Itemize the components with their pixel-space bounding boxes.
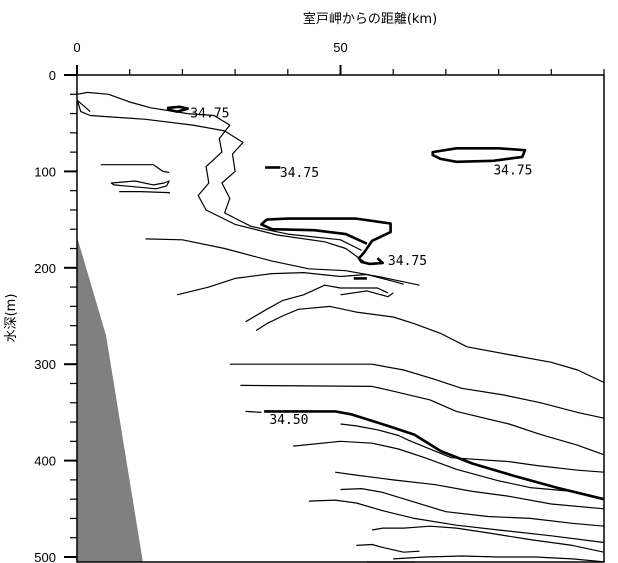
contour-line <box>76 98 362 251</box>
contour-line <box>245 284 389 323</box>
x-tick-label: 50 <box>333 40 347 55</box>
contour-line <box>240 384 605 456</box>
contour-line <box>308 499 605 544</box>
contour-label: 34.75 <box>190 106 229 121</box>
contour-line <box>119 191 170 194</box>
y-tick-label: 500 <box>34 550 56 563</box>
contour-line <box>100 164 170 173</box>
contour-line <box>176 272 404 296</box>
contour-label: 34.75 <box>280 166 319 181</box>
contour-line <box>393 555 605 563</box>
y-tick-label: 100 <box>34 164 56 179</box>
seabed-area <box>77 236 143 562</box>
contour-line <box>293 440 605 500</box>
x-tick-label: 0 <box>73 40 80 55</box>
contour-label: 34.50 <box>269 413 308 428</box>
contour-line-bold <box>260 217 392 266</box>
contour-line-bold <box>431 147 527 164</box>
contour-line <box>340 290 394 298</box>
y-tick-label: 0 <box>49 68 56 83</box>
y-axis-title: 水深(m) <box>4 294 19 343</box>
contour-line <box>371 525 605 553</box>
y-tick-label: 400 <box>34 454 56 469</box>
contour-line <box>145 238 420 286</box>
contour-line <box>335 471 605 510</box>
contour-line <box>255 305 605 384</box>
contour-line <box>76 91 368 265</box>
contour-line <box>340 488 605 527</box>
contour-line <box>356 543 420 553</box>
contour-line-bold <box>166 105 189 113</box>
x-axis-title: 室戸岬からの距離(km) <box>303 11 437 27</box>
contour-label: 34.75 <box>388 254 427 269</box>
contour-line <box>340 423 605 473</box>
contour-line <box>245 410 262 413</box>
y-tick-label: 200 <box>34 261 56 276</box>
contour-line <box>229 363 605 419</box>
contour-label: 34.75 <box>493 163 532 178</box>
contour-line <box>76 99 91 113</box>
contour-line <box>110 180 170 190</box>
y-tick-label: 300 <box>34 357 56 372</box>
contour-line-bold <box>264 410 605 501</box>
